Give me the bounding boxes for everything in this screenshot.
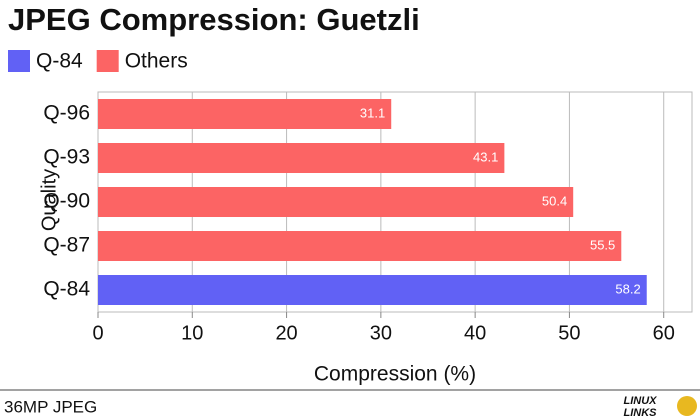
logo-icon: [677, 396, 697, 416]
x-tick-label: 30: [370, 322, 392, 344]
bar: [98, 275, 647, 305]
x-tick-label: 10: [181, 322, 203, 344]
value-label: 55.5: [590, 237, 615, 252]
x-tick-label: 50: [558, 322, 580, 344]
y-tick-label: Q-87: [43, 234, 90, 257]
y-axis-label: Quality: [38, 169, 60, 231]
y-tick-label: Q-93: [43, 146, 90, 169]
legend-label: Q-84: [36, 50, 83, 73]
bar: [98, 187, 574, 217]
y-tick-label: Q-96: [43, 102, 90, 125]
x-tick-label: 0: [92, 322, 103, 344]
footer-text: 36MP JPEG: [4, 397, 97, 416]
bar: [98, 231, 622, 261]
y-tick-label: Q-84: [43, 278, 90, 301]
value-label: 58.2: [615, 281, 640, 296]
value-label: 31.1: [360, 105, 385, 120]
bar: [98, 99, 392, 129]
logo-text: LINKS: [624, 407, 658, 419]
x-axis-label: Compression (%): [314, 363, 476, 386]
x-tick-label: 40: [464, 322, 486, 344]
logo-text: LINUX: [624, 395, 658, 407]
legend-label: Others: [125, 50, 188, 73]
x-tick-label: 20: [275, 322, 297, 344]
value-label: 50.4: [542, 193, 567, 208]
y-tick-label: Q-90: [43, 190, 90, 213]
legend-swatch: [8, 50, 30, 72]
bar: [98, 143, 505, 173]
x-tick-label: 60: [653, 322, 675, 344]
legend-swatch: [96, 50, 119, 72]
chart-title: JPEG Compression: Guetzli: [8, 2, 420, 37]
value-label: 43.1: [473, 149, 498, 164]
